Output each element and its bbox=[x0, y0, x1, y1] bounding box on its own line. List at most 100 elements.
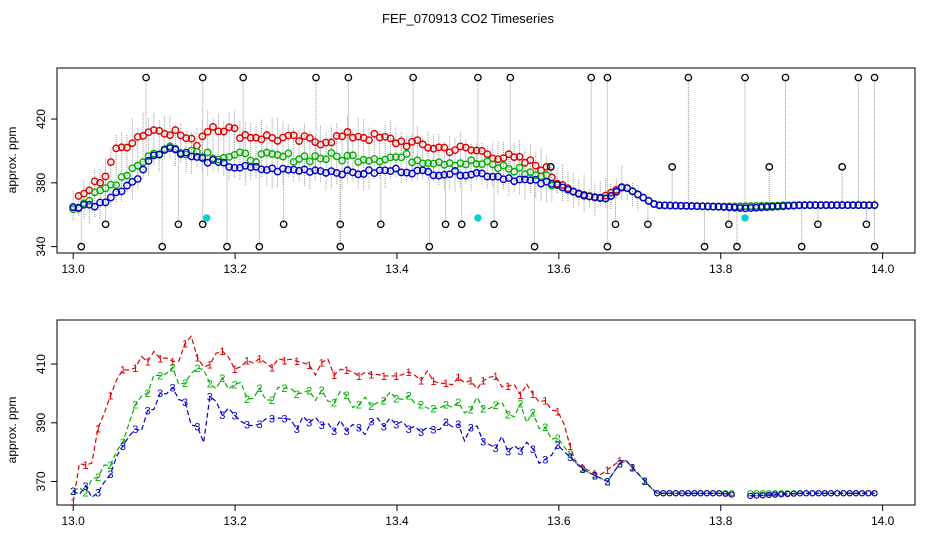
series-1-label: 1 bbox=[368, 369, 374, 381]
series-3-point bbox=[779, 202, 788, 211]
series-2-point bbox=[332, 152, 341, 161]
series-2-point bbox=[236, 148, 244, 157]
series-3-label: 3 bbox=[381, 421, 387, 433]
series-3-point bbox=[871, 490, 878, 497]
outlier-point bbox=[733, 242, 741, 251]
series-3-label: 3 bbox=[319, 420, 325, 432]
series-1-label: 1 bbox=[406, 367, 412, 379]
series-3-label: 3 bbox=[256, 419, 262, 431]
series-2-point bbox=[510, 167, 519, 176]
x-tick-label: 13.4 bbox=[385, 262, 409, 276]
outlier-points bbox=[77, 73, 879, 251]
series-3-point bbox=[803, 490, 810, 497]
series-3-point bbox=[461, 171, 470, 180]
series-1-label: 1 bbox=[145, 356, 151, 368]
series-3-point bbox=[685, 490, 692, 497]
series-3-point bbox=[596, 193, 605, 202]
series-3-point bbox=[827, 490, 835, 497]
series-3-point bbox=[354, 170, 363, 179]
series-2-point bbox=[117, 173, 126, 181]
x-tick-label: 14.0 bbox=[871, 262, 895, 276]
series-3-label: 3 bbox=[430, 425, 436, 437]
flag-point bbox=[741, 214, 749, 222]
series-3-point bbox=[789, 201, 798, 210]
y-tick-label: 410 bbox=[34, 354, 48, 374]
series-3-label: 3 bbox=[232, 411, 238, 423]
series-2-label: 2 bbox=[256, 383, 262, 395]
series-1-label: 1 bbox=[269, 363, 275, 375]
series-3-point bbox=[682, 202, 691, 210]
outlier-point bbox=[838, 163, 847, 171]
series-1-label: 1 bbox=[381, 371, 387, 383]
series-1-label: 1 bbox=[592, 469, 598, 481]
series-2-label: 2 bbox=[368, 401, 374, 413]
series-2-label: 2 bbox=[393, 393, 399, 405]
series-2-label: 2 bbox=[493, 400, 499, 412]
series-3-point bbox=[691, 490, 698, 497]
series-1-point bbox=[289, 131, 298, 140]
series-3-label: 3 bbox=[580, 464, 586, 476]
y-tick-label: 390 bbox=[34, 412, 48, 432]
series-3-point bbox=[816, 201, 825, 210]
series-3-point bbox=[225, 163, 234, 171]
series-2-point bbox=[467, 156, 476, 165]
outlier-point bbox=[198, 220, 207, 229]
series-2-point bbox=[112, 181, 121, 189]
series-2-label: 2 bbox=[642, 476, 648, 488]
series-3-label: 3 bbox=[95, 488, 101, 500]
series-3-label: 3 bbox=[281, 414, 287, 426]
series-3-point bbox=[80, 200, 88, 209]
series-2-point bbox=[300, 152, 309, 161]
series-1-point bbox=[219, 127, 228, 136]
series-1-point bbox=[160, 129, 169, 138]
series-3-label: 3 bbox=[542, 454, 548, 466]
series-1-point bbox=[90, 177, 99, 186]
series-2-point bbox=[284, 149, 293, 158]
series-3-point bbox=[784, 490, 791, 498]
series-3-point bbox=[815, 490, 822, 497]
series-1-point bbox=[96, 178, 104, 187]
series-3-point bbox=[693, 202, 701, 211]
series-1-point bbox=[451, 146, 459, 155]
series-1-point bbox=[370, 129, 379, 138]
series-3-label: 3 bbox=[343, 426, 349, 438]
series-1-point bbox=[112, 144, 121, 153]
series-3-label: 3 bbox=[182, 397, 188, 409]
series-1-label: 1 bbox=[617, 456, 623, 468]
outlier-point bbox=[644, 220, 652, 229]
outlier-point bbox=[814, 220, 822, 229]
series-3-point bbox=[660, 490, 667, 497]
series-3-point bbox=[413, 166, 422, 175]
series-1-point bbox=[402, 142, 411, 151]
series-1-label: 1 bbox=[455, 372, 461, 384]
series-3-point bbox=[752, 203, 761, 212]
series-1-label: 1 bbox=[418, 375, 424, 387]
series-3-point bbox=[526, 176, 535, 185]
outlier-point bbox=[425, 242, 434, 251]
series-1-point bbox=[192, 141, 201, 150]
series-1-point bbox=[472, 146, 481, 155]
series-1-label: 1 bbox=[343, 365, 349, 377]
series-3-point bbox=[822, 201, 831, 210]
series-3-label: 3 bbox=[555, 440, 561, 452]
outlier-point bbox=[684, 73, 693, 82]
series-1-point bbox=[332, 132, 341, 140]
series-1-point bbox=[348, 133, 357, 142]
series-2-label: 2 bbox=[281, 383, 287, 395]
series-3-label: 3 bbox=[107, 469, 113, 481]
series-2-label: 2 bbox=[207, 379, 213, 391]
series-2-point bbox=[515, 163, 524, 172]
series-1-point bbox=[418, 140, 427, 149]
series-1-point bbox=[510, 153, 519, 161]
series-2-label: 2 bbox=[194, 363, 200, 375]
series-3-point bbox=[139, 165, 148, 174]
series-2-point bbox=[461, 160, 470, 169]
series-3-label: 3 bbox=[505, 447, 511, 459]
outlier-point bbox=[457, 220, 466, 229]
series-2-point bbox=[338, 156, 346, 165]
x-tick-label: 13.2 bbox=[223, 514, 247, 528]
series-2-label: 2 bbox=[294, 389, 300, 401]
series-1-point bbox=[542, 163, 551, 171]
series-3-point bbox=[96, 198, 104, 207]
